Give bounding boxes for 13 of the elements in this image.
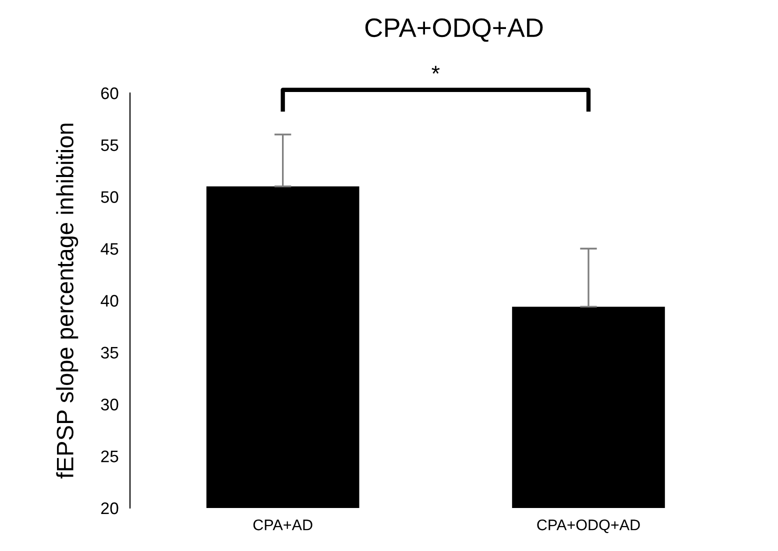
y-tick-label: 45 <box>100 243 118 255</box>
y-tick-label: 40 <box>100 294 118 307</box>
y-tick-label: 50 <box>101 191 118 203</box>
y-tick-label: 20 <box>101 502 118 514</box>
x-tick-label: CPA+AD <box>253 520 312 530</box>
y-tick-label: 60 <box>101 87 118 100</box>
y-axis-title: fEPSP slope percentage inhibition <box>56 124 78 478</box>
chart-title: CPA+ODQ+AD <box>365 18 543 42</box>
y-tick-label: 35 <box>100 346 118 359</box>
text: * <box>432 66 440 74</box>
y-tick-label: 30 <box>100 398 118 410</box>
y-tick-label: 25 <box>101 450 118 462</box>
y-tick-label: 55 <box>101 139 118 152</box>
